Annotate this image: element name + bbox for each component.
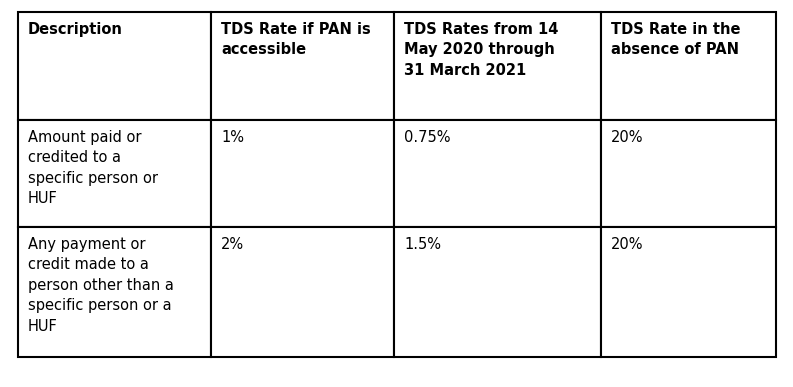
Bar [211, 120, 394, 227]
Text: TDS Rates from 14
May 2020 through
31 March 2021: TDS Rates from 14 May 2020 through 31 Ma… [404, 22, 558, 78]
Bar [394, 12, 601, 120]
Text: 0.75%: 0.75% [404, 130, 450, 145]
Text: 1.5%: 1.5% [404, 237, 441, 252]
Text: Amount paid or
credited to a
specific person or
HUF: Amount paid or credited to a specific pe… [28, 130, 158, 206]
Text: Any payment or
credit made to a
person other than a
specific person or a
HUF: Any payment or credit made to a person o… [28, 237, 174, 334]
Bar [18, 12, 211, 120]
Bar [18, 120, 211, 227]
Bar [18, 227, 211, 357]
Bar [394, 120, 601, 227]
Text: 20%: 20% [611, 130, 643, 145]
Text: TDS Rate if PAN is
accessible: TDS Rate if PAN is accessible [221, 22, 371, 57]
Text: TDS Rate in the
absence of PAN: TDS Rate in the absence of PAN [611, 22, 741, 57]
Text: 2%: 2% [221, 237, 244, 252]
Text: 20%: 20% [611, 237, 643, 252]
Text: 1%: 1% [221, 130, 244, 145]
Bar [211, 12, 394, 120]
Bar [601, 227, 776, 357]
Bar [211, 227, 394, 357]
Bar [601, 120, 776, 227]
Bar [394, 227, 601, 357]
Text: Description: Description [28, 22, 123, 37]
Bar [601, 12, 776, 120]
